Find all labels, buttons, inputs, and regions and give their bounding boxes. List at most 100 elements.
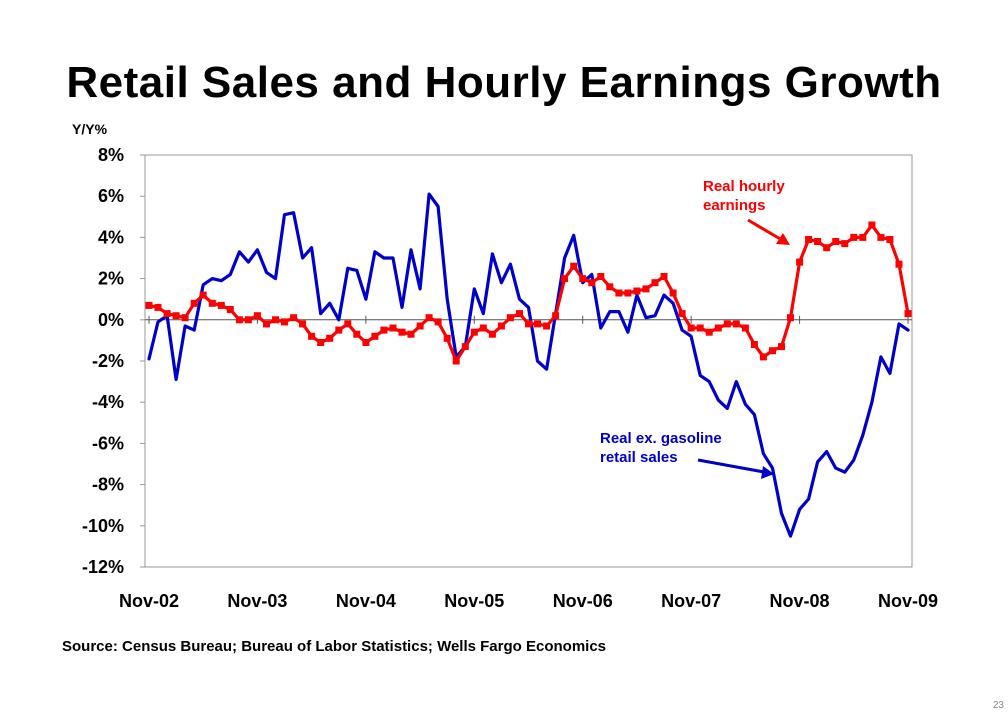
data-point bbox=[642, 285, 650, 293]
data-point bbox=[443, 334, 451, 342]
annotation-retail-line2: retail sales bbox=[600, 449, 678, 466]
data-point bbox=[353, 330, 361, 338]
data-point bbox=[452, 357, 460, 365]
y-ticks: 8% 6% 4% 2% 0% -2% -4% -6% -8% -10% -12% bbox=[82, 145, 912, 577]
data-point bbox=[588, 279, 596, 287]
y-tick-label: -6% bbox=[92, 433, 124, 453]
series-line-0 bbox=[147, 192, 910, 538]
data-point bbox=[525, 320, 532, 328]
annotation-retail-arrow bbox=[697, 458, 765, 474]
data-point bbox=[778, 343, 785, 351]
data-point bbox=[633, 287, 641, 295]
data-point bbox=[263, 320, 270, 328]
data-point bbox=[272, 316, 279, 324]
y-tick-label: 8% bbox=[98, 145, 124, 165]
data-point bbox=[226, 306, 234, 313]
data-point bbox=[434, 318, 442, 326]
data-point bbox=[868, 221, 876, 229]
data-point bbox=[741, 324, 749, 332]
data-point bbox=[886, 236, 894, 243]
y-tick-label: -12% bbox=[82, 557, 124, 577]
data-point bbox=[732, 320, 740, 328]
x-tick-label: Nov-08 bbox=[770, 591, 830, 611]
data-point bbox=[470, 328, 478, 336]
data-point bbox=[371, 332, 379, 340]
data-point bbox=[687, 324, 695, 332]
page-title: Retail Sales and Hourly Earnings Growth bbox=[66, 58, 942, 107]
x-tick-label: Nov-09 bbox=[878, 591, 938, 611]
x-tick-label: Nov-06 bbox=[553, 591, 613, 611]
data-point bbox=[841, 240, 849, 248]
annotation-hourly-earnings: Real hourly earnings bbox=[703, 178, 789, 214]
data-point bbox=[344, 320, 352, 328]
data-point bbox=[163, 310, 171, 318]
data-point bbox=[461, 343, 469, 351]
y-tick-label: -2% bbox=[92, 351, 124, 371]
x-tick-label: Nov-03 bbox=[227, 591, 287, 611]
annotation-retail-line1: Real ex. gasoline bbox=[600, 430, 722, 447]
data-point bbox=[217, 301, 225, 309]
data-point bbox=[579, 275, 587, 283]
data-point bbox=[651, 279, 659, 287]
data-point bbox=[281, 318, 288, 326]
data-point bbox=[561, 275, 569, 283]
data-point bbox=[398, 328, 406, 336]
data-point bbox=[769, 347, 776, 355]
plot-area-border bbox=[144, 154, 913, 568]
page-number: 23 bbox=[992, 700, 1004, 711]
data-point bbox=[660, 273, 668, 280]
series-layer bbox=[145, 192, 912, 538]
data-point bbox=[479, 324, 487, 332]
data-point bbox=[570, 262, 578, 270]
data-point bbox=[244, 316, 252, 324]
annotation-hourly-line2: earnings bbox=[703, 197, 766, 214]
annotation-hourly-line1: Real hourly bbox=[703, 178, 785, 195]
y-tick-label: 2% bbox=[98, 269, 124, 289]
annotation-hourly-arrowhead bbox=[776, 233, 790, 245]
x-tick-label: Nov-05 bbox=[444, 591, 504, 611]
y-tick-label: 6% bbox=[98, 186, 124, 206]
annotation-hourly-arrow bbox=[747, 218, 783, 242]
series-line-1 bbox=[147, 223, 910, 363]
data-point bbox=[425, 314, 433, 322]
data-point bbox=[335, 326, 343, 334]
data-point bbox=[181, 314, 189, 322]
data-point bbox=[516, 310, 523, 318]
x-tick-label: Nov-07 bbox=[661, 591, 721, 611]
y-tick-label: -8% bbox=[92, 475, 124, 495]
data-point bbox=[253, 312, 261, 320]
data-point bbox=[669, 289, 677, 297]
data-point bbox=[624, 289, 632, 297]
data-point bbox=[317, 339, 325, 346]
data-point bbox=[154, 303, 162, 311]
data-point bbox=[299, 320, 307, 328]
y-tick-label: 4% bbox=[98, 227, 124, 247]
x-tick-label: Nov-02 bbox=[119, 591, 179, 611]
y-tick-label: -10% bbox=[82, 516, 124, 536]
data-point bbox=[705, 328, 713, 336]
data-point bbox=[723, 320, 731, 328]
data-point bbox=[904, 310, 912, 318]
data-point bbox=[190, 299, 198, 307]
data-point bbox=[235, 316, 243, 324]
data-point bbox=[497, 322, 505, 330]
data-point bbox=[805, 236, 813, 243]
data-point bbox=[145, 301, 153, 309]
data-point bbox=[696, 324, 704, 332]
data-point bbox=[407, 330, 415, 338]
data-point bbox=[199, 291, 207, 299]
data-point bbox=[832, 238, 840, 245]
data-point bbox=[362, 339, 370, 346]
data-point bbox=[759, 353, 767, 361]
y-tick-label: -4% bbox=[92, 392, 124, 412]
annotation-retail-sales: Real ex. gasoline retail sales bbox=[600, 430, 726, 466]
data-point bbox=[172, 312, 180, 320]
data-point bbox=[326, 334, 334, 342]
data-point bbox=[389, 324, 397, 332]
data-point bbox=[750, 341, 758, 348]
data-point bbox=[678, 310, 686, 318]
data-point bbox=[859, 233, 867, 241]
data-point bbox=[895, 260, 903, 268]
series-markers-1 bbox=[145, 221, 912, 365]
data-point bbox=[308, 332, 316, 340]
